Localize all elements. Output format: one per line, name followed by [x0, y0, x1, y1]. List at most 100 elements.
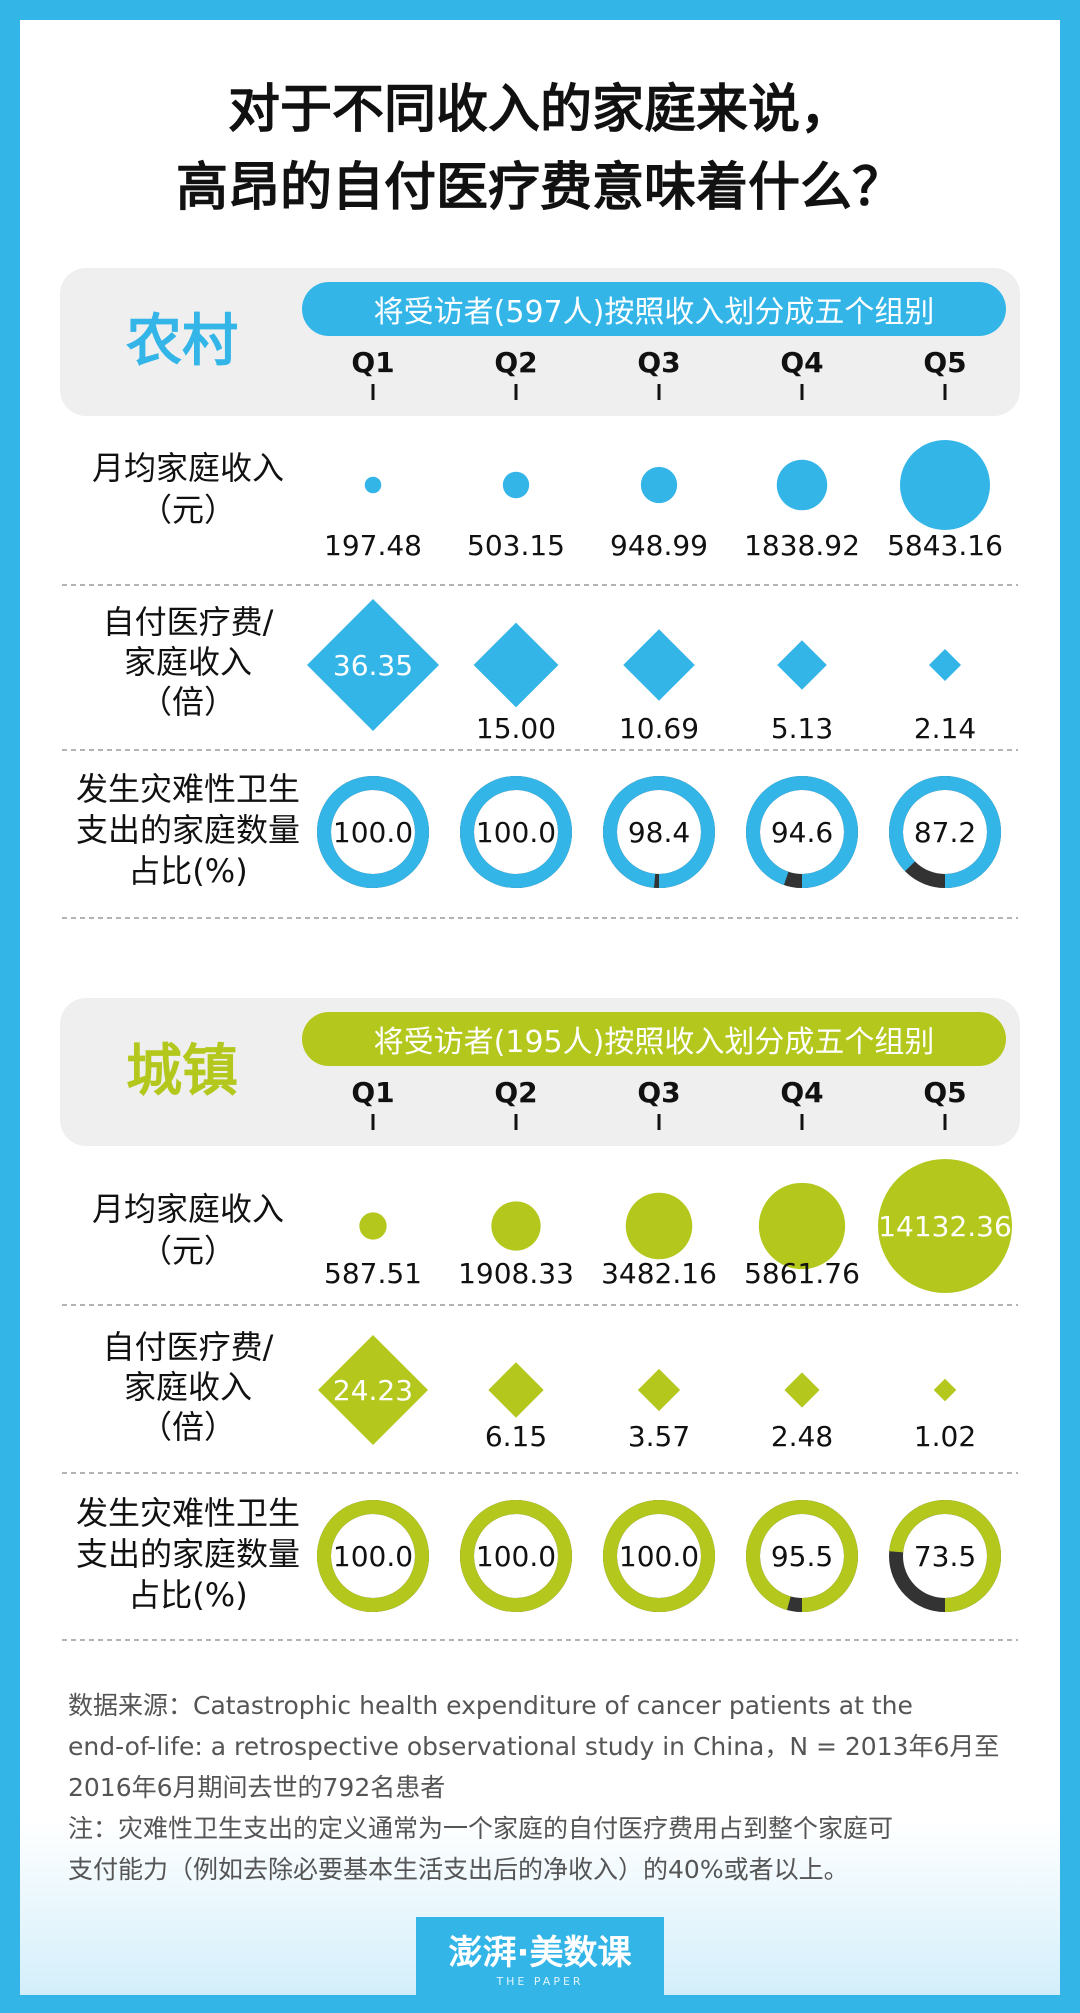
ratio-value: 24.23	[333, 1374, 413, 1407]
share-ring-fill	[603, 1500, 715, 1612]
logo-text: 澎湃·美数课	[448, 1933, 632, 1973]
quintile-label: Q2	[494, 1076, 537, 1109]
income-value: 587.51	[324, 1257, 422, 1290]
source-line-3: 2016年6月期间去世的792名患者	[68, 1773, 446, 1802]
note-line-2: 支付能力（例如去除必要基本生活支出后的净收入）的40%或者以上。	[68, 1855, 849, 1884]
income-value: 3482.16	[601, 1257, 717, 1290]
share-ring-fill	[317, 1500, 429, 1612]
ratio-value: 36.35	[333, 649, 413, 682]
group-banner-text: 将受访者(195人)按照收入划分成五个组别	[374, 1025, 935, 1060]
income-bubble	[625, 1192, 693, 1260]
row-label-ratio-2: 家庭收入	[124, 643, 252, 681]
income-bubble	[364, 476, 382, 494]
title-line-1: 对于不同收入的家庭来说，	[227, 80, 852, 140]
share-value: 100.0	[476, 1540, 556, 1573]
income-bubble	[491, 1201, 541, 1251]
share-ring-fill	[460, 776, 572, 888]
row-label-income-unit: （元）	[140, 491, 236, 529]
row-label-income-unit: （元）	[140, 1232, 236, 1270]
row-label-ratio-2: 家庭收入	[124, 1368, 252, 1406]
share-ring-fill	[746, 776, 858, 888]
income-bubble	[359, 1212, 387, 1240]
row-label-share: 发生灾难性卫生	[76, 1494, 300, 1532]
share-value: 100.0	[476, 816, 556, 849]
logo-subtext: THE PAPER	[496, 1975, 584, 1988]
share-value: 95.5	[771, 1540, 833, 1573]
income-value: 5843.16	[887, 529, 1003, 562]
share-value: 100.0	[619, 1540, 699, 1573]
income-bubble	[502, 471, 530, 499]
share-value: 87.2	[914, 816, 976, 849]
ratio-value: 2.14	[914, 712, 976, 745]
ratio-value: 1.02	[914, 1420, 976, 1453]
income-bubble	[640, 466, 678, 504]
share-ring-fill	[746, 1500, 858, 1612]
group-banner	[302, 282, 1006, 336]
row-label-ratio-unit: （倍）	[140, 1408, 236, 1446]
source-line-1: 数据来源：Catastrophic health expenditure of …	[68, 1691, 913, 1720]
ratio-value: 15.00	[476, 712, 556, 745]
ratio-value: 6.15	[485, 1420, 547, 1453]
ratio-diamond	[473, 622, 559, 708]
share-ring-fill	[603, 776, 715, 888]
share-value: 98.4	[628, 816, 690, 849]
row-label-ratio: 自付医疗费/	[103, 603, 274, 641]
quintile-label: Q1	[351, 346, 394, 379]
share-ring-fill	[889, 1500, 1001, 1612]
ratio-diamond	[784, 1372, 820, 1408]
row-label-share-unit: 占比(%)	[128, 1576, 247, 1614]
share-ring-fill	[889, 776, 1001, 888]
quintile-label: Q4	[780, 1076, 823, 1109]
quintile-label: Q5	[923, 1076, 966, 1109]
quintile-label: Q5	[923, 346, 966, 379]
income-value: 5861.76	[744, 1257, 860, 1290]
share-ring-fill	[460, 1500, 572, 1612]
row-label-share-2: 支出的家庭数量	[76, 811, 300, 849]
row-label-income: 月均家庭收入	[92, 1190, 284, 1228]
ratio-diamond	[933, 1378, 957, 1402]
row-label-share: 发生灾难性卫生	[76, 770, 300, 808]
title-line-2: 高昂的自付医疗费意味着什么？	[175, 158, 904, 218]
income-value: 14132.36	[878, 1210, 1012, 1243]
income-bubble	[878, 1159, 1012, 1293]
ratio-value: 3.57	[628, 1420, 690, 1453]
income-value: 197.48	[324, 529, 422, 562]
row-label-ratio-unit: （倍）	[140, 683, 236, 721]
group-banner	[302, 1012, 1006, 1066]
row-label-share-2: 支出的家庭数量	[76, 1535, 300, 1573]
ratio-diamond	[777, 640, 827, 690]
ratio-diamond	[318, 1335, 428, 1445]
quintile-label: Q3	[637, 346, 680, 379]
share-value: 100.0	[333, 1540, 413, 1573]
group-banner-text: 将受访者(597人)按照收入划分成五个组别	[374, 295, 935, 330]
income-bubble	[758, 1182, 846, 1270]
ratio-diamond	[928, 648, 962, 682]
note-line-1: 注：灾难性卫生支出的定义通常为一个家庭的自付医疗费用占到整个家庭可	[68, 1814, 894, 1843]
ratio-diamond	[623, 629, 695, 701]
ratio-diamond	[637, 1368, 681, 1412]
share-value: 100.0	[333, 816, 413, 849]
source-line-2: end-of-life: a retrospective observation…	[68, 1732, 1000, 1761]
quintile-label: Q1	[351, 1076, 394, 1109]
section-title-rural: 农村	[126, 309, 238, 374]
ratio-value: 10.69	[619, 712, 699, 745]
ratio-diamond	[307, 599, 439, 731]
income-value: 1908.33	[458, 1257, 574, 1290]
share-value: 73.5	[914, 1540, 976, 1573]
row-label-share-unit: 占比(%)	[128, 852, 247, 890]
brand-logo: 澎湃·美数课 THE PAPER	[416, 1917, 664, 2013]
share-ring-fill	[317, 776, 429, 888]
income-value: 948.99	[610, 529, 708, 562]
share-value: 94.6	[771, 816, 833, 849]
quintile-label: Q2	[494, 346, 537, 379]
ratio-diamond	[488, 1362, 544, 1418]
section-title-urban: 城镇	[126, 1039, 238, 1104]
row-label-ratio: 自付医疗费/	[103, 1328, 274, 1366]
income-value: 503.15	[467, 529, 565, 562]
income-bubble	[900, 440, 990, 530]
ratio-value: 2.48	[771, 1420, 833, 1453]
income-value: 1838.92	[744, 529, 860, 562]
income-bubble	[776, 459, 828, 511]
ratio-value: 5.13	[771, 712, 833, 745]
